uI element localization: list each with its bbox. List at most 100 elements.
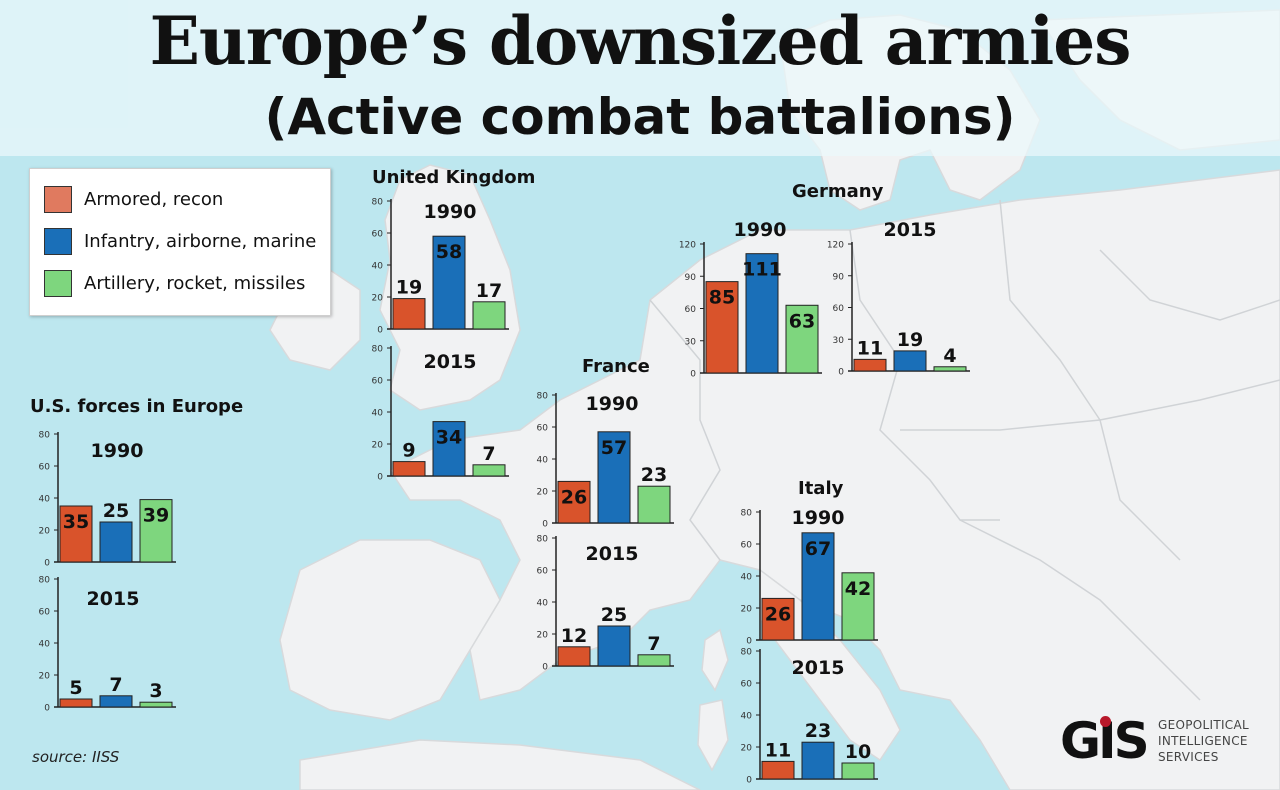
chart-0-year-label: 1990 — [424, 201, 477, 223]
legend-label-infantry: Infantry, airborne, marine — [84, 230, 317, 252]
chart-1-tick-label-0: 0 — [377, 473, 383, 483]
chart-1-value-label-artillery: 7 — [482, 443, 495, 465]
chart-6-tick-label-0: 0 — [746, 637, 752, 647]
chart-4-bar-artillery — [637, 485, 671, 524]
chart-4-tick-label-3: 60 — [537, 424, 549, 434]
chart-4-value-label-infantry: 57 — [601, 437, 627, 459]
chart-0-value-label-infantry: 58 — [436, 241, 462, 263]
chart-6-region-title: Italy — [798, 478, 844, 499]
title-band — [0, 0, 1280, 156]
chart-3-value-label-artillery: 4 — [943, 345, 956, 367]
chart-2-tick-label-4: 120 — [679, 241, 696, 251]
chart-1-bar-infantry — [432, 421, 466, 477]
chart-3-value-label-infantry: 19 — [897, 329, 923, 351]
chart-title: Europe’s downsized armies — [149, 2, 1132, 80]
source-note: source: IISS — [32, 748, 120, 766]
chart-8-year-label: 1990 — [91, 440, 144, 462]
chart-6-bar-infantry — [801, 532, 835, 641]
chart-1-value-label-infantry: 34 — [436, 427, 462, 449]
chart-8-tick-label-0: 0 — [44, 559, 50, 569]
legend-label-armored: Armored, recon — [84, 188, 224, 210]
legend-item-armored: Armored, recon — [44, 184, 223, 214]
chart-0-tick-label-0: 0 — [377, 326, 383, 336]
chart-9-bar-infantry — [99, 695, 133, 708]
chart-7-tick-label-1: 20 — [741, 744, 753, 754]
chart-4-bar-infantry — [597, 431, 631, 524]
logo-line-2: INTELLIGENCE — [1158, 734, 1248, 748]
chart-5-tick-label-2: 40 — [537, 599, 549, 609]
chart-3-tick-label-3: 90 — [833, 272, 845, 282]
chart-7-year-label: 2015 — [792, 657, 845, 679]
chart-5-bar-armored — [557, 646, 591, 667]
chart-5-tick-label-1: 20 — [537, 631, 549, 641]
chart-6-tick-label-3: 60 — [741, 541, 753, 551]
chart-8-value-label-infantry: 25 — [103, 500, 129, 522]
chart-3-tick-label-0: 0 — [838, 368, 844, 378]
legend-swatch-infantry — [44, 227, 72, 255]
chart-subtitle: (Active combat battalions) — [264, 88, 1016, 146]
chart-4-year-label: 1990 — [586, 393, 639, 415]
chart-6-tick-label-4: 80 — [741, 509, 753, 519]
chart-9-tick-label-1: 20 — [39, 672, 51, 682]
chart-8-tick-label-4: 80 — [39, 431, 51, 441]
chart-9-bar-armored — [59, 698, 93, 708]
chart-1-tick-label-3: 60 — [372, 377, 384, 387]
chart-2-tick-label-2: 60 — [685, 305, 697, 315]
chart-6-year-label: 1990 — [792, 507, 845, 529]
chart-0-tick-label-4: 80 — [372, 198, 384, 208]
logo-dot — [1100, 716, 1111, 727]
chart-9-bar-artillery — [139, 701, 173, 708]
chart-5-tick-label-3: 60 — [537, 567, 549, 577]
chart-5-bar-artillery — [637, 654, 671, 667]
chart-0-bar-infantry — [432, 235, 466, 330]
chart-9-tick-label-4: 80 — [39, 576, 51, 586]
chart-6-bar-armored — [761, 597, 795, 641]
chart-4-tick-label-0: 0 — [542, 520, 548, 530]
chart-9-tick-label-0: 0 — [44, 704, 50, 714]
chart-8-tick-label-3: 60 — [39, 463, 51, 473]
chart-9-tick-label-2: 40 — [39, 640, 51, 650]
chart-7-value-label-artillery: 10 — [845, 741, 871, 763]
chart-1-tick-label-1: 20 — [372, 441, 384, 451]
chart-8-tick-label-2: 40 — [39, 495, 51, 505]
chart-8-tick-label-1: 20 — [39, 527, 51, 537]
chart-7-bar-artillery — [841, 762, 875, 780]
chart-0-tick-label-3: 60 — [372, 230, 384, 240]
chart-7-tick-label-2: 40 — [741, 712, 753, 722]
chart-2-bar-artillery — [785, 304, 819, 374]
chart-0-tick-label-1: 20 — [372, 294, 384, 304]
chart-4-region-title: France — [582, 356, 650, 377]
chart-7-tick-label-3: 60 — [741, 680, 753, 690]
chart-4-value-label-armored: 26 — [561, 486, 587, 508]
chart-3-year-label: 2015 — [884, 219, 937, 241]
chart-8-bar-infantry — [99, 521, 133, 563]
chart-2-value-label-armored: 85 — [709, 287, 735, 309]
chart-6-tick-label-1: 20 — [741, 605, 753, 615]
chart-2-value-label-artillery: 63 — [789, 310, 815, 332]
chart-7-bar-infantry — [801, 741, 835, 780]
chart-3-tick-label-1: 30 — [833, 336, 845, 346]
legend-label-artillery: Artillery, rocket, missiles — [84, 272, 306, 294]
chart-5-bar-infantry — [597, 625, 631, 667]
chart-9-year-label: 2015 — [87, 588, 140, 610]
chart-6-bar-artillery — [841, 572, 875, 641]
chart-1-bar-artillery — [472, 464, 506, 477]
chart-8-bar-artillery — [139, 499, 173, 563]
chart-7-value-label-armored: 11 — [765, 739, 791, 761]
legend: Armored, recon Infantry, airborne, marin… — [29, 168, 331, 316]
chart-6-tick-label-2: 40 — [741, 573, 753, 583]
chart-6-value-label-armored: 26 — [765, 603, 791, 625]
chart-2-year-label: 1990 — [734, 219, 787, 241]
chart-2-tick-label-1: 30 — [685, 337, 697, 347]
chart-0-value-label-artillery: 17 — [476, 280, 502, 302]
chart-2-tick-label-0: 0 — [690, 370, 696, 380]
chart-0-bar-artillery — [472, 301, 506, 330]
chart-3-value-label-armored: 11 — [857, 337, 883, 359]
chart-4-bar-armored — [557, 480, 591, 524]
chart-0-value-label-armored: 19 — [396, 277, 422, 299]
legend-swatch-artillery — [44, 269, 72, 297]
chart-1-year-label: 2015 — [424, 351, 477, 373]
chart-7-tick-label-0: 0 — [746, 776, 752, 786]
chart-4-tick-label-2: 40 — [537, 456, 549, 466]
